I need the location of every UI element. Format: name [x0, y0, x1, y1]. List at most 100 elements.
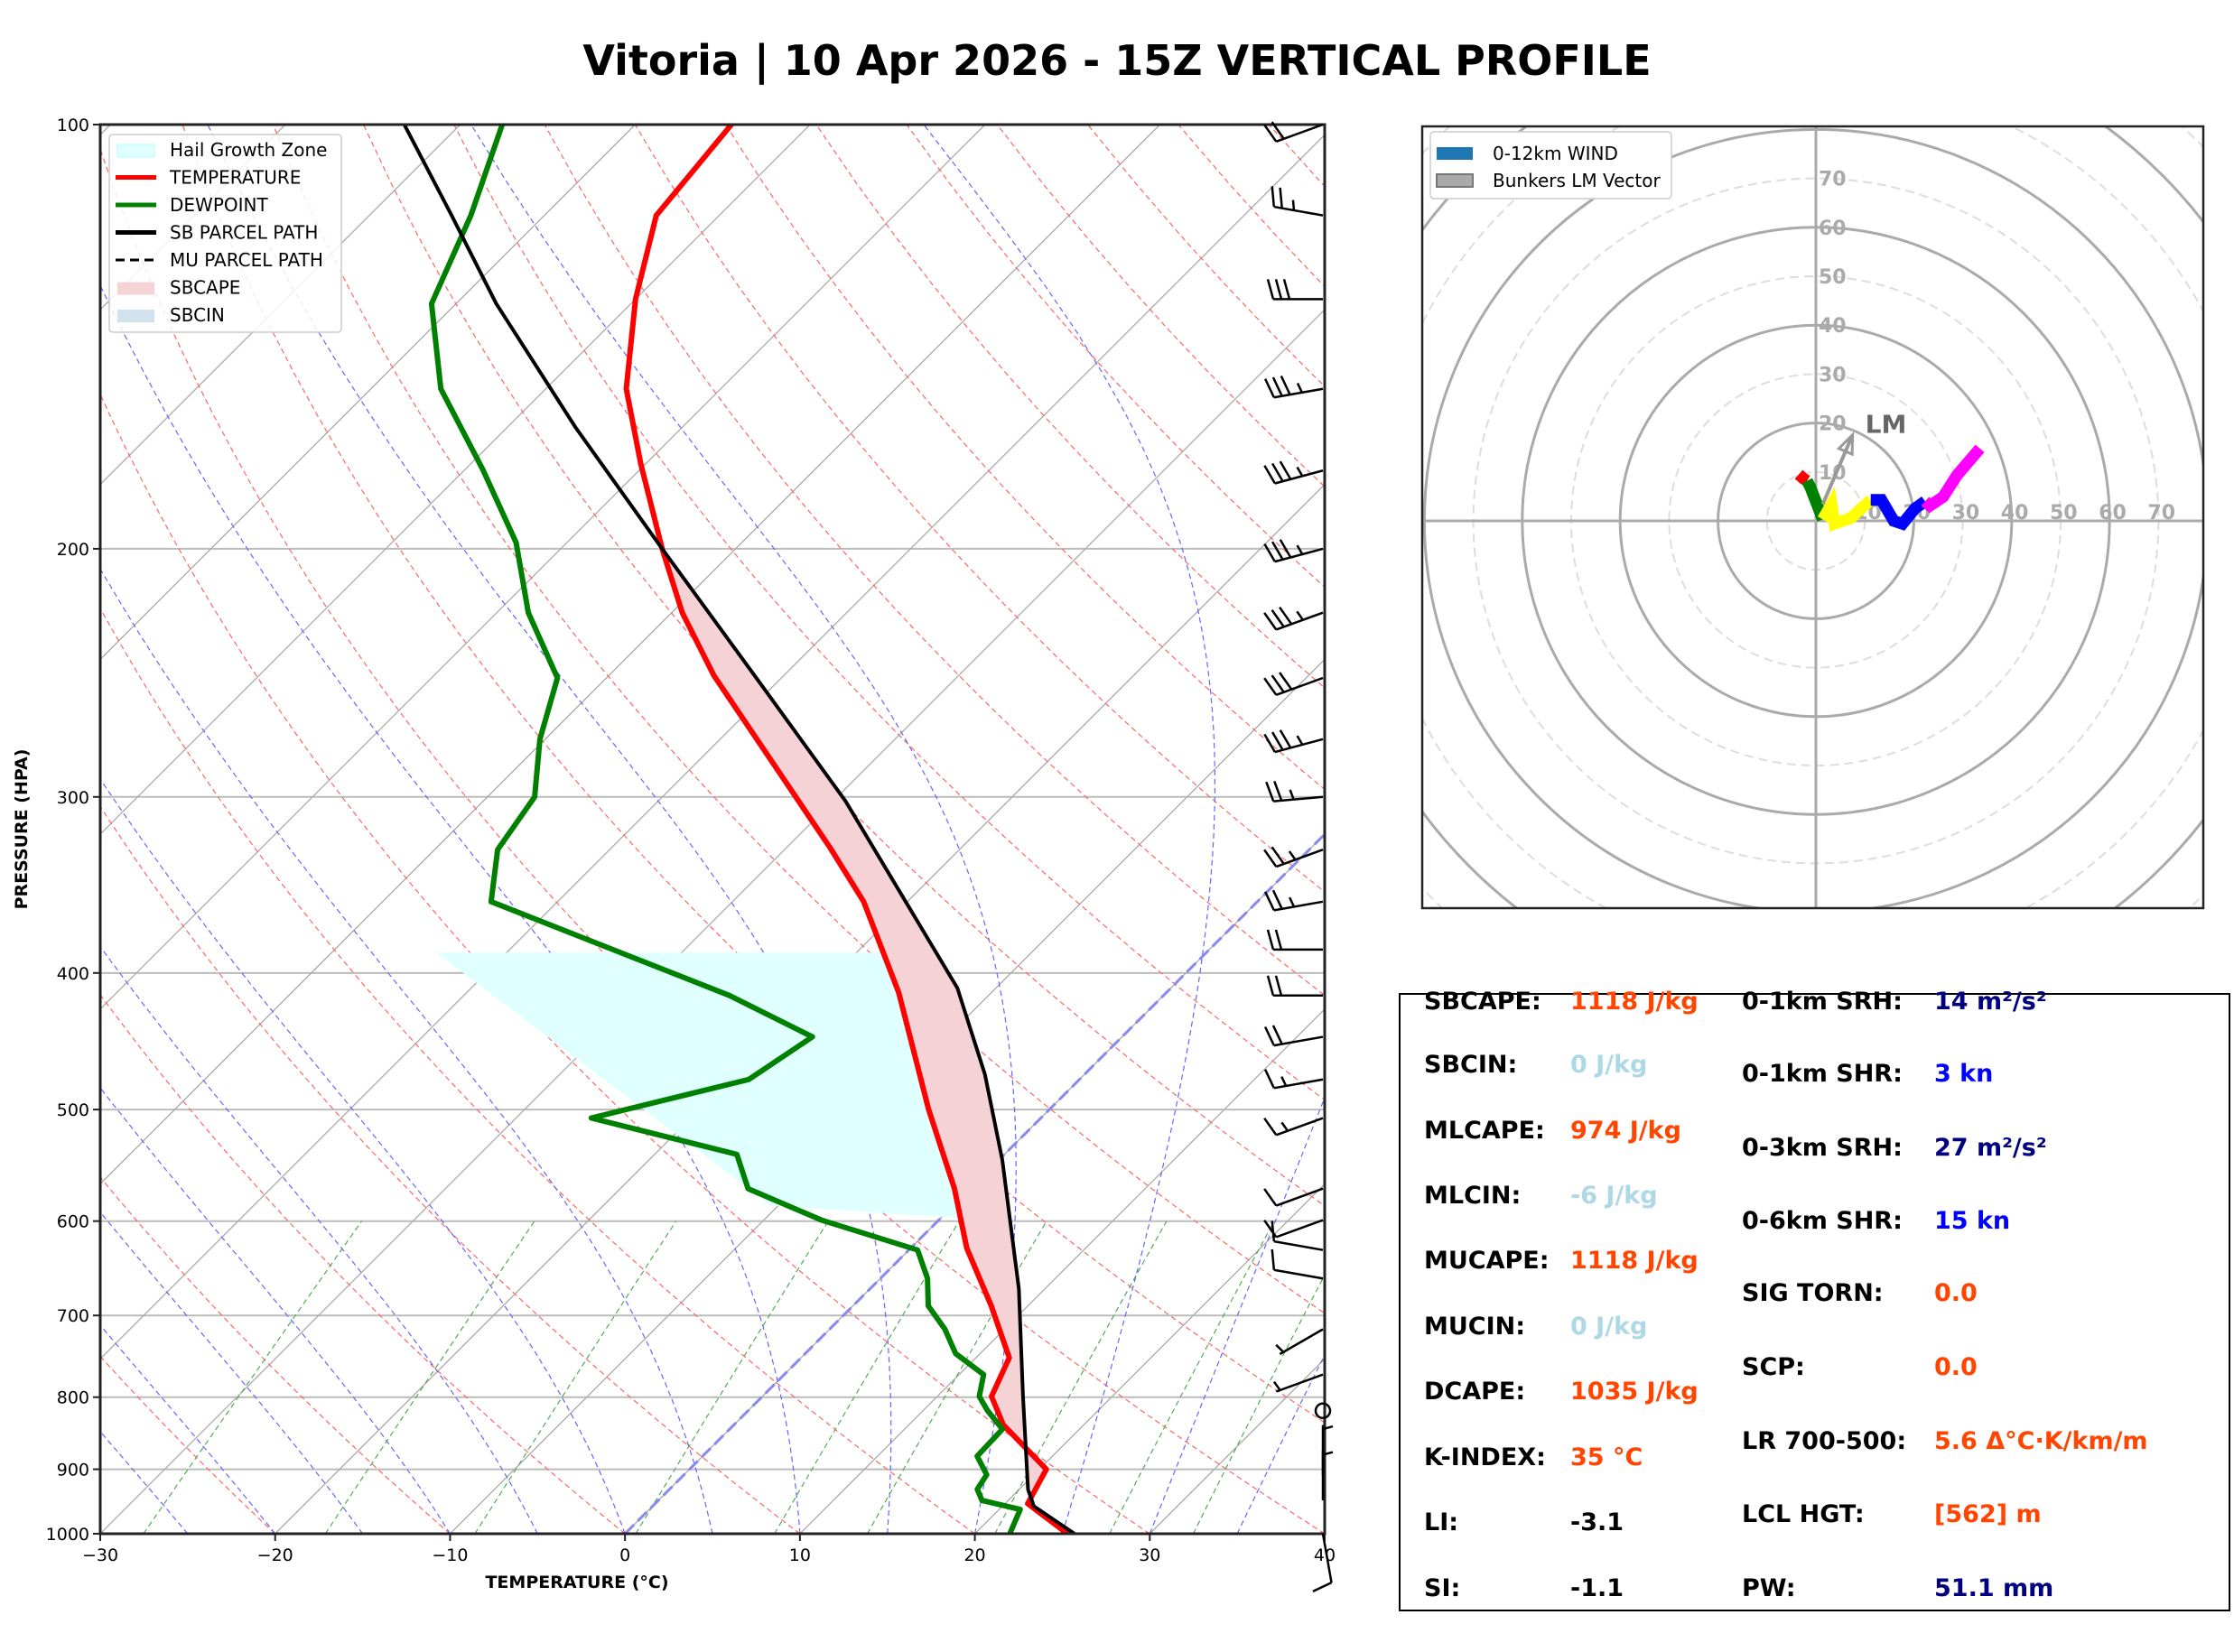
stat-label: 0-1km SRH:	[1742, 988, 1903, 1016]
stat-label: SBCIN:	[1424, 1051, 1518, 1079]
barb-half-flag	[1288, 850, 1297, 861]
stats-panel: SBCAPE: 1118 J/kg SBCIN: 0 J/kg MLCAPE: 974 J…	[1399, 988, 2230, 1611]
hodograph-ring-label: 30	[1952, 502, 1980, 524]
barb-half-flag	[1296, 610, 1304, 621]
moist-adiabat	[923, 125, 1216, 1534]
moist-adiabat	[100, 568, 713, 1534]
hodograph-ring-label: 40	[2001, 502, 2029, 524]
barb-shaft	[1321, 1533, 1333, 1583]
legend-item: TEMPERATURE	[116, 167, 301, 189]
isotherm-line	[1324, 1533, 1325, 1534]
moist-adiabat	[1149, 1096, 1325, 1534]
hodograph-ring-dashed	[1570, 275, 2062, 766]
legend-swatch	[117, 310, 154, 322]
hodograph-ring	[1423, 128, 2203, 908]
hodograph-ring-label: 70	[2147, 502, 2175, 524]
moist-adiabat	[100, 1430, 189, 1534]
stat-value: 35 °C	[1570, 1443, 1643, 1471]
barb-shaft	[1275, 1219, 1324, 1239]
hodograph-ring	[1717, 422, 1915, 620]
barb-full-flag	[1271, 541, 1284, 561]
barb-full-flag	[1279, 606, 1293, 626]
moist-adiabat	[100, 283, 801, 1534]
x-axis-label: TEMPERATURE (°C)	[485, 1573, 668, 1592]
isotherm-line	[100, 309, 1325, 1534]
hodograph-ring-dashed	[1668, 373, 1964, 669]
stat-label: MUCAPE:	[1424, 1247, 1550, 1275]
barb-full-flag	[1266, 279, 1275, 300]
wind-barb	[1271, 1248, 1324, 1280]
barb-half-flag	[1296, 544, 1304, 555]
isotherm-line	[100, 125, 461, 486]
stat-value: 51.1 mm	[1934, 1574, 2054, 1602]
hodograph-trace-segment	[1921, 444, 1985, 514]
legend-box	[1429, 131, 1672, 200]
stat-label: MUCIN:	[1424, 1313, 1526, 1341]
legend-item: SBCIN	[117, 304, 225, 326]
legend-swatch	[1436, 173, 1474, 188]
stat-label: MLCIN:	[1424, 1182, 1522, 1210]
wind-barb	[1263, 460, 1324, 485]
barb-full-flag	[1263, 378, 1275, 398]
legend-item: DEWPOINT	[116, 194, 268, 216]
dry-adiabat	[182, 125, 1325, 1424]
stat-label: MLCAPE:	[1424, 1117, 1545, 1145]
stat-label: SI:	[1424, 1574, 1461, 1602]
wind-barb	[1275, 1328, 1324, 1356]
barb-half-flag	[1289, 789, 1295, 801]
hodograph-ring-label: 20	[1819, 413, 1847, 436]
dewpoint-line	[428, 125, 1023, 1534]
barb-full-flag	[1274, 279, 1283, 300]
stat-value: 15 kn	[1934, 1207, 2011, 1235]
barb-shaft	[1275, 1117, 1324, 1137]
moist-adiabat	[207, 125, 892, 1534]
barb-full-flag	[1271, 674, 1285, 693]
moist-adiabat	[470, 125, 1017, 1534]
wind-barb	[1263, 375, 1324, 399]
temperature-line	[623, 125, 1070, 1534]
isotherm-line	[100, 125, 986, 1010]
barb-half-flag	[1280, 1121, 1289, 1132]
hodograph-ring-label: 70	[1819, 169, 1847, 191]
hodograph-ring-label: 10	[1854, 502, 1882, 524]
barb-full-flag	[1279, 460, 1292, 480]
stat-label: LR 700-500:	[1742, 1427, 1907, 1455]
moist-adiabat	[100, 777, 626, 1534]
barb-full-flag	[1263, 733, 1276, 753]
isotherm-line	[799, 1007, 1325, 1534]
hodograph-trace-segment	[1794, 469, 1810, 487]
barb-half-flag	[1322, 1425, 1334, 1431]
y-tick-label: 200	[57, 540, 89, 560]
barb-full-flag	[1263, 891, 1275, 911]
stat-value: 1118 J/kg	[1570, 1247, 1699, 1275]
dry-adiabat	[453, 125, 1325, 1101]
wind-barb	[1266, 975, 1323, 998]
stat-label: K-INDEX:	[1424, 1443, 1546, 1471]
y-tick-label: 1000	[46, 1525, 89, 1545]
y-tick-label: 600	[57, 1212, 89, 1232]
barb-full-flag	[1271, 731, 1284, 751]
legend-label: SBCAPE	[170, 277, 240, 299]
wind-barb	[1271, 186, 1324, 217]
hodograph-ring-label: 10	[1819, 462, 1847, 485]
wind-barb	[1312, 1533, 1333, 1593]
barb-full-flag	[1271, 609, 1285, 628]
wind-barb	[1263, 889, 1324, 912]
barb-full-flag	[1271, 462, 1284, 482]
barb-shaft	[1273, 1239, 1324, 1251]
hodograph-ring-dashed	[1422, 126, 2203, 908]
hodograph-ring-dashed	[1422, 126, 2203, 908]
barb-shaft	[1273, 1268, 1324, 1280]
barb-half-flag	[1280, 1076, 1288, 1087]
y-tick-label: 900	[57, 1461, 89, 1480]
hodograph-trace-segment	[1801, 478, 1829, 522]
barb-full-flag	[1271, 1248, 1276, 1270]
wind-barb	[1263, 1117, 1324, 1137]
hodograph-ring	[1521, 226, 2111, 816]
barb-shaft	[1275, 123, 1324, 143]
mixing-ratio-line	[1192, 1274, 1325, 1534]
barb-full-flag	[1263, 849, 1278, 868]
barb-shaft	[1275, 849, 1324, 868]
wind-barb	[1263, 1069, 1324, 1090]
